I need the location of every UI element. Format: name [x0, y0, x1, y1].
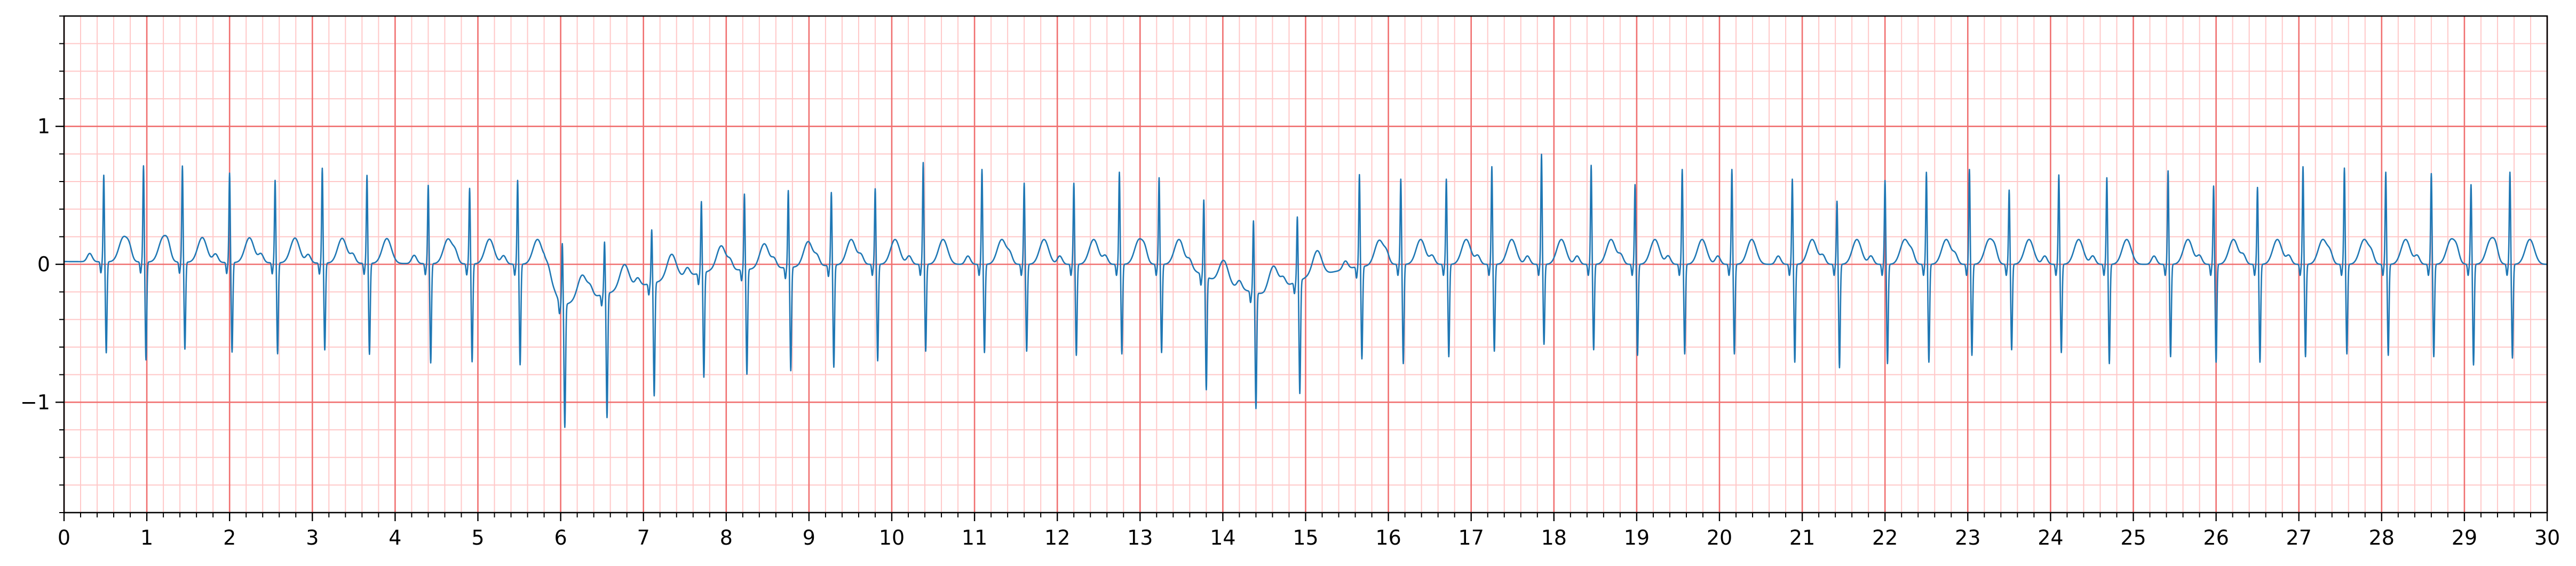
x-tick-label: 18 [1541, 526, 1567, 549]
series-layer [64, 153, 2548, 428]
x-tick-label: 19 [1624, 526, 1650, 549]
y-tick-label: 0 [37, 253, 50, 276]
x-tick-label: 28 [2369, 526, 2395, 549]
x-tick-label: 23 [1955, 526, 1980, 549]
x-tick-label: 2 [223, 526, 236, 549]
x-tick-label: 6 [554, 526, 567, 549]
x-tick-label: 17 [1459, 526, 1484, 549]
x-tick-label: 7 [637, 526, 650, 549]
x-tick-label: 11 [962, 526, 987, 549]
x-tick-label: 30 [2534, 526, 2560, 549]
x-tick-label: 16 [1375, 526, 1401, 549]
x-tick-label: 26 [2203, 526, 2229, 549]
x-tick-label: 21 [1789, 526, 1815, 549]
x-tick-label: 8 [720, 526, 733, 549]
x-tick-label: 24 [2038, 526, 2063, 549]
x-tick-label: 4 [389, 526, 401, 549]
x-tick-label: 25 [2120, 526, 2146, 549]
x-tick-label: 29 [2452, 526, 2477, 549]
x-tick-label: 12 [1044, 526, 1070, 549]
x-tick-label: 15 [1293, 526, 1318, 549]
x-tick-label: 14 [1210, 526, 1235, 549]
x-tick-label: 20 [1707, 526, 1732, 549]
x-tick-label: 1 [140, 526, 153, 549]
x-tick-label: 9 [803, 526, 815, 549]
y-tick-label: 1 [37, 115, 50, 138]
x-tick-label: 13 [1127, 526, 1153, 549]
x-tick-label: 22 [1872, 526, 1898, 549]
x-tick-label: 5 [471, 526, 484, 549]
y-axis-ticks: −1 0 1 [20, 15, 64, 513]
x-tick-label: 3 [306, 526, 319, 549]
x-tick-label: 10 [879, 526, 905, 549]
x-tick-label: 27 [2286, 526, 2312, 549]
y-tick-label: −1 [20, 390, 50, 414]
x-tick-label: 0 [58, 526, 70, 549]
ecg-series-line [64, 153, 2548, 428]
x-axis-ticks: 0 1 2 3 4 5 6 7 8 9 10 11 12 13 14 15 16 17 18 19 20 21 22 23 24… [58, 513, 2560, 549]
